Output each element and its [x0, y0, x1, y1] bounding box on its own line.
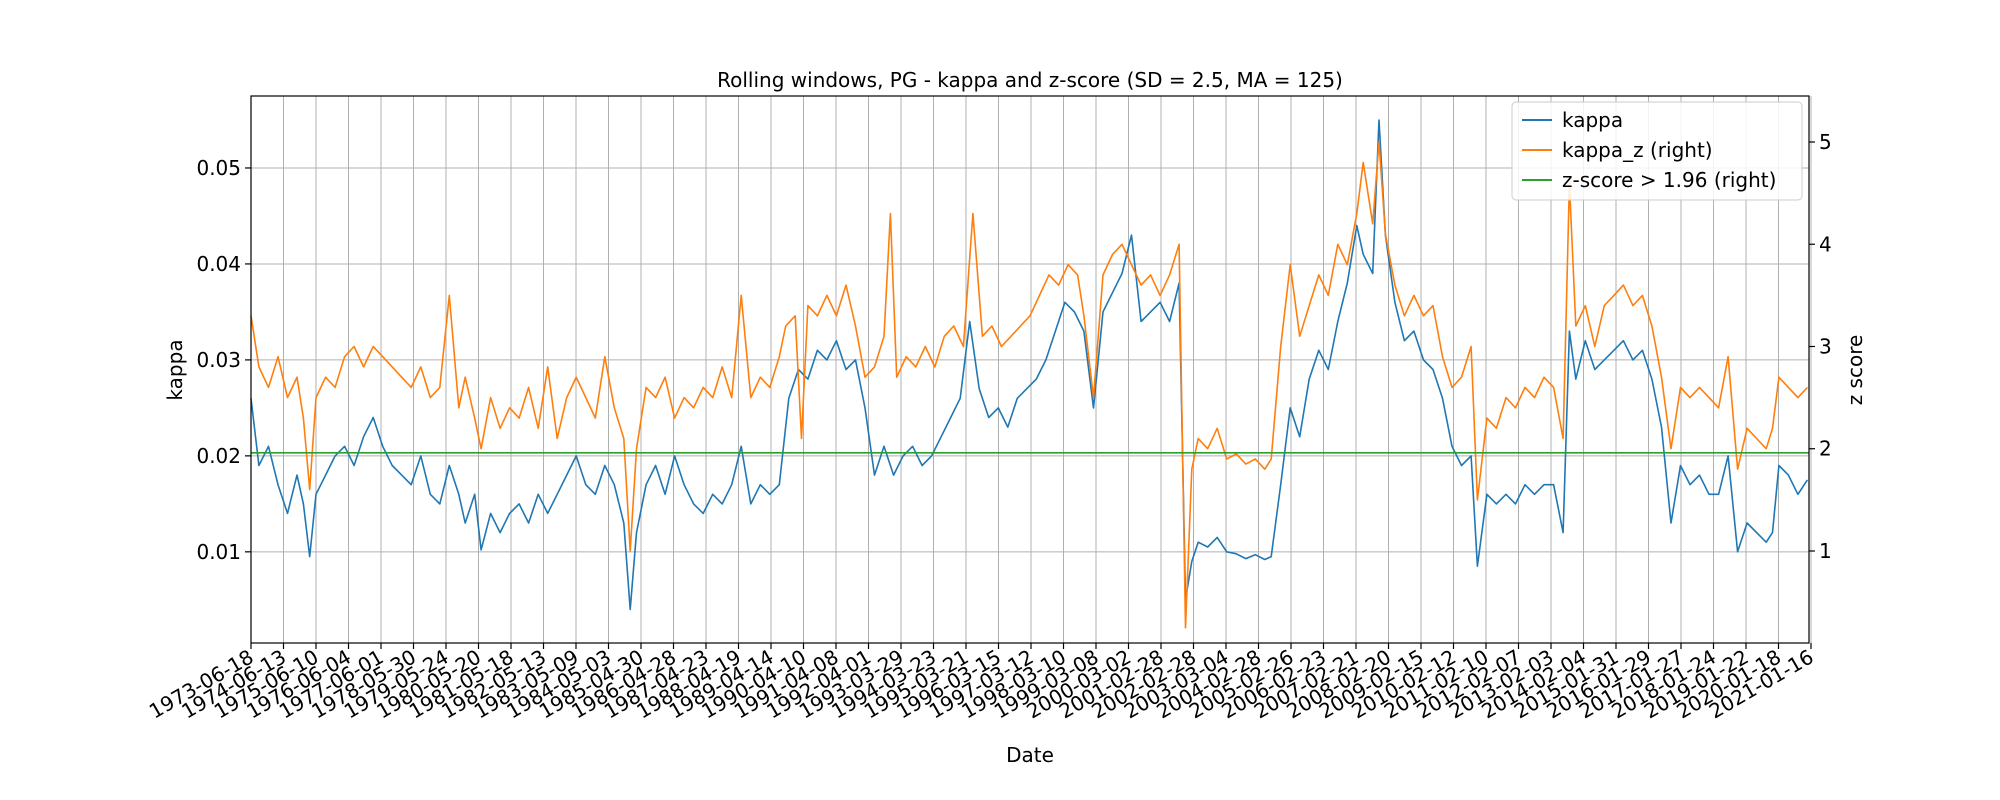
y-right-tick-label: 3 [1819, 334, 1832, 358]
y-right-tick-label: 5 [1819, 130, 1832, 154]
legend-label-kappa-z: kappa_z (right) [1562, 138, 1713, 162]
y-axis-label: kappa [163, 339, 187, 400]
plot-frame [250, 95, 1810, 644]
y-right-tick-label: 1 [1819, 539, 1832, 563]
y-tick-label: 0.02 [196, 444, 241, 468]
series-line-kappa [250, 119, 1809, 611]
y-axis-right-label: z score [1843, 335, 1867, 406]
chart-title: Rolling windows, PG - kappa and z-score … [717, 68, 1343, 92]
grid [250, 96, 1812, 643]
ticks: 1973-06-181974-06-131975-06-101976-06-04… [145, 130, 1832, 723]
legend-label-threshold: z-score > 1.96 (right) [1562, 168, 1776, 192]
y-right-tick-label: 2 [1819, 437, 1832, 461]
legend-label-kappa: kappa [1562, 108, 1623, 132]
series-layer [250, 119, 1809, 629]
y-tick-label: 0.03 [196, 348, 241, 372]
y-right-tick-label: 4 [1819, 232, 1832, 256]
x-axis-label: Date [1006, 743, 1054, 767]
series-line-kappa-z [250, 141, 1808, 629]
legend-box [1511, 101, 1803, 201]
y-tick-label: 0.05 [196, 156, 241, 180]
y-tick-label: 0.01 [196, 540, 241, 564]
y-tick-label: 0.04 [196, 252, 241, 276]
legend: kappa kappa_z (right) z-score > 1.96 (ri… [1511, 101, 1803, 201]
